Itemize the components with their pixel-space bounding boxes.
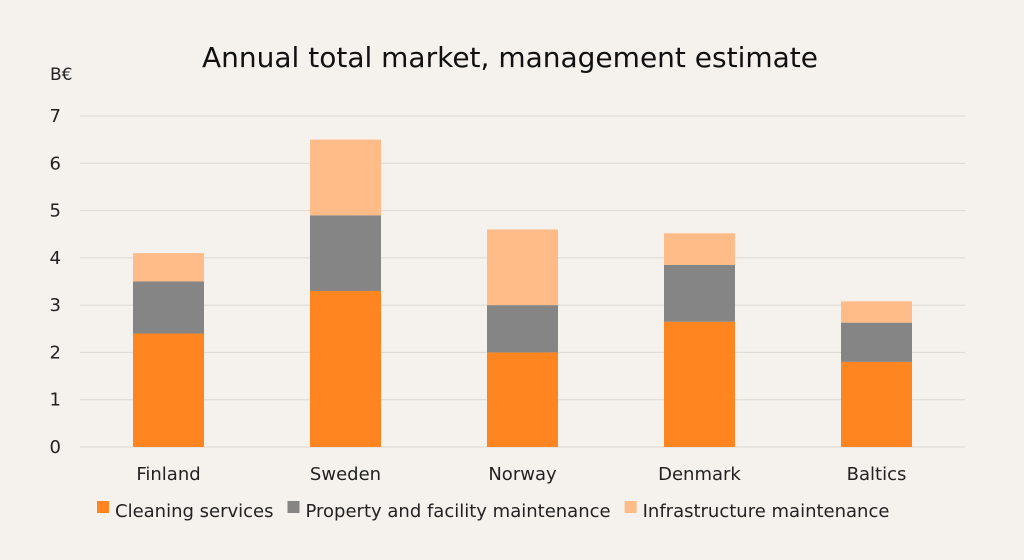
y-tick-label: 5 [50,201,61,222]
y-axis-ticks: 0 1 2 3 4 5 6 7 [50,106,61,458]
bar-segment [664,233,735,265]
y-tick-label: 6 [50,153,61,174]
legend-swatch [287,501,300,513]
y-tick-label: 4 [50,248,61,269]
y-tick-label: 1 [50,390,61,411]
bar-segment [487,305,558,353]
x-tick-label: Norway [488,464,557,485]
legend: Cleaning services Property and facility m… [97,501,889,522]
bar-segment [310,290,381,447]
bar-segment [487,229,558,306]
legend-label: Cleaning services [115,501,274,522]
x-tick-label: Sweden [310,464,381,485]
bar-segment [664,321,735,447]
bar-segment [841,301,912,323]
y-tick-label: 3 [50,295,61,316]
y-tick-label: 2 [50,342,61,363]
bars [133,139,912,447]
y-axis-unit: B€ [50,65,72,85]
bar-segment [487,352,558,447]
bar-segment [310,139,381,216]
x-axis-ticks: Finland Sweden Norway Denmark Baltics [136,464,906,485]
legend-label: Property and facility maintenance [306,501,611,522]
bar-segment [310,215,381,291]
bar-segment [133,281,204,334]
bar-segment [133,253,204,282]
x-tick-label: Denmark [658,464,741,485]
x-tick-label: Finland [136,464,200,485]
x-tick-label: Baltics [847,464,907,485]
legend-swatch [624,501,637,513]
bar-segment [133,333,204,447]
legend-swatch [97,501,109,513]
y-tick-label: 0 [50,437,61,458]
y-tick-label: 7 [50,106,61,127]
bar-segment [841,322,912,362]
legend-label: Infrastructure maintenance [643,501,890,522]
bar-segment [841,361,912,447]
bar-segment [664,264,735,322]
chart-title: Annual total market, management estimate [202,41,818,74]
